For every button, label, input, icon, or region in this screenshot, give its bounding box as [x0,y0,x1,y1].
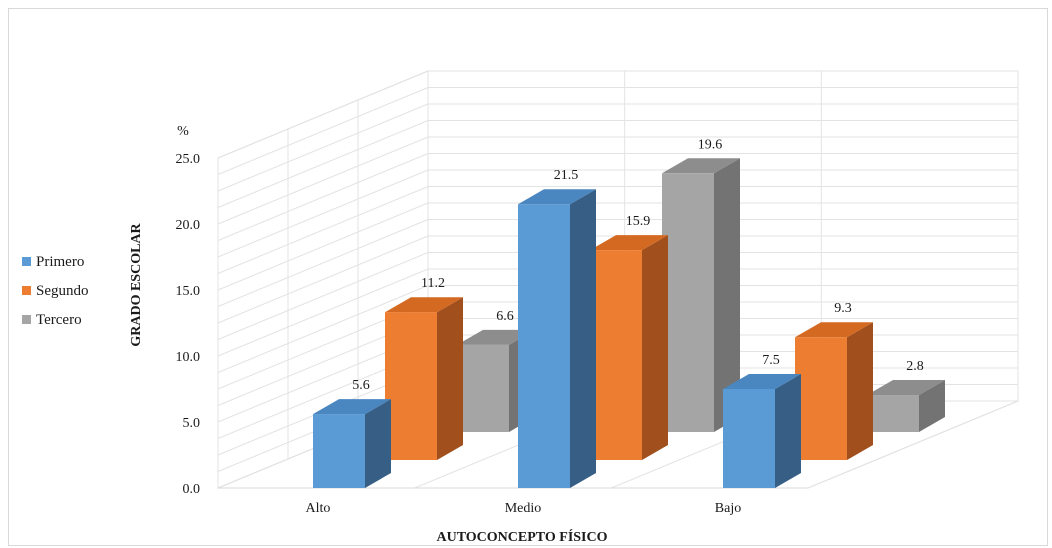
bar-top-face [385,297,463,313]
gridline-side [217,136,429,225]
bar-tercero-bajo: 2.8 [867,359,945,432]
legend-swatch [22,286,31,295]
floor-divider [807,400,1019,489]
bar-front-face [795,337,847,460]
bar-front-face [457,344,509,432]
bar-side-face [437,297,463,460]
bar-front-face [385,312,437,460]
bar-side-face [642,235,668,460]
chart-legend: Primero Segundo Tercero [22,254,89,328]
y-tick-label: 25.0 [176,152,201,167]
bar-tercero-medio: 19.6 [662,137,740,433]
x-tick-label: Alto [306,501,331,516]
gridline-side [217,186,429,274]
data-label: 15.9 [626,214,651,229]
y-unit-label: % [177,124,189,139]
chart-bars: 6.6 19.6 2.8 11.2 15.9 9.3 5.6 21.5 7.5 [313,137,945,488]
data-label: 2.8 [906,359,924,374]
y-axis-title: GRADO ESCOLAR [129,222,144,346]
bar-top-face [867,380,945,395]
data-label: 21.5 [554,168,579,183]
legend-label: Segundo [36,283,89,299]
gridline-side [217,219,429,307]
x-tick-label: Medio [505,501,542,516]
gridline-side [217,87,429,175]
bar-front-face [313,414,365,488]
bar-side-face [847,322,873,460]
bar-primero-medio: 21.5 [518,168,596,488]
bar-side-face [919,380,945,432]
bar-segundo-medio: 15.9 [590,214,668,460]
y-tick-label: 20.0 [176,218,201,233]
bar-front-face [662,173,714,432]
bar-top-face [457,329,535,345]
gridline-side [217,252,429,340]
gridline-side [217,235,429,324]
bar-primero-alto: 5.6 [313,378,391,488]
chart-labels: % GRADO ESCOLAR AUTOCONCEPTO FÍSICO 0.0 5… [129,124,741,545]
bar-side-face [570,189,596,488]
legend-swatch [22,257,31,266]
gridline-side [217,268,429,357]
bar-top-face [518,189,596,205]
bar-segundo-bajo: 9.3 [795,301,873,460]
y-tick-label: 0.0 [183,482,201,497]
data-label: 5.6 [352,378,370,393]
bar-front-face [723,389,775,488]
data-label: 11.2 [421,276,445,291]
legend-item-tercero: Tercero [22,312,82,328]
gridline-side [217,103,429,192]
gridline-side [217,202,429,291]
bar-top-face [662,158,740,174]
legend-item-primero: Primero [22,254,84,270]
bar-side-face [714,158,740,433]
gridline-side [217,285,429,373]
data-label: 7.5 [762,353,780,368]
bar-top-face [723,374,801,389]
bar-front-face [590,250,642,460]
gridline-side [217,169,429,258]
legend-swatch [22,315,31,324]
y-tick-label: 5.0 [183,416,201,431]
gridline-side [217,70,429,159]
data-label: 6.6 [496,309,514,324]
x-axis-title: AUTOCONCEPTO FÍSICO [436,528,607,545]
bar-top-face [313,399,391,415]
data-label: 9.3 [834,301,852,316]
bar-front-face [867,395,919,432]
chart-frame [8,8,1048,546]
legend-item-segundo: Segundo [22,283,89,299]
bar-side-face [365,399,391,488]
legend-label: Tercero [36,312,82,328]
bar-primero-bajo: 7.5 [723,353,801,488]
y-tick-label: 10.0 [176,350,201,365]
bar-top-face [590,235,668,251]
gridline-side [217,153,429,241]
bar-side-face [775,374,801,488]
gridline-side [217,120,429,208]
y-tick-label: 15.0 [176,284,201,299]
legend-label: Primero [36,254,84,270]
bar-front-face [518,204,570,488]
bar-segundo-alto: 11.2 [385,276,463,460]
data-label: 19.6 [698,137,723,152]
bar-top-face [795,322,873,338]
x-tick-label: Bajo [715,501,741,516]
